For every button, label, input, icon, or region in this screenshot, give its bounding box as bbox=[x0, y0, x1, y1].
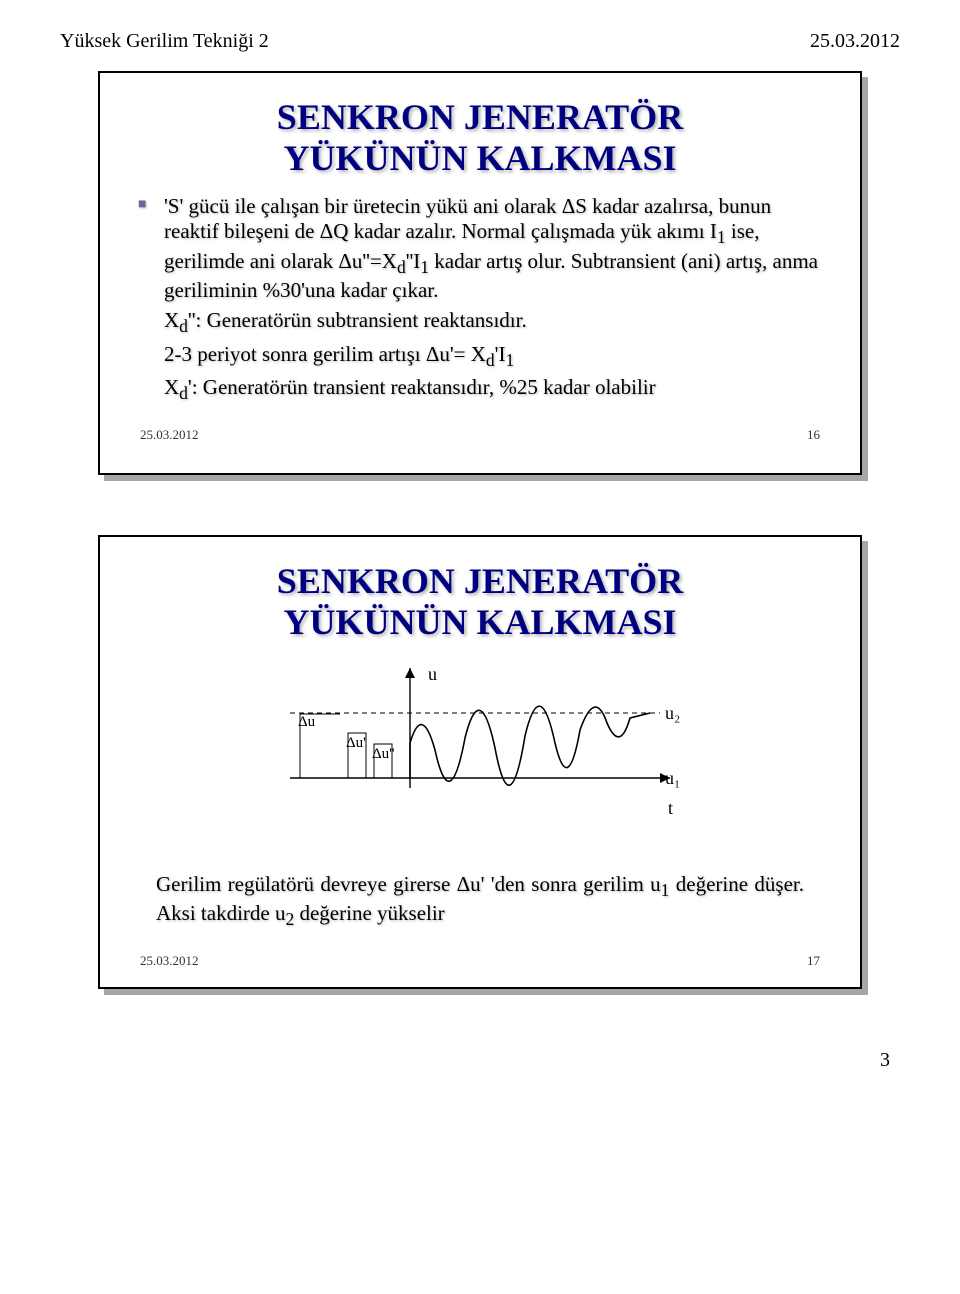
slide2-footer-page: 17 bbox=[807, 953, 820, 969]
page-header-left: Yüksek Gerilim Tekniği 2 bbox=[60, 30, 269, 53]
slide2-title-line1: SENKRON JENERATÖR bbox=[277, 561, 683, 601]
page-number: 3 bbox=[60, 1049, 900, 1072]
svg-text:u₁: u₁ bbox=[665, 768, 680, 788]
voltage-chart: u u₂ u₁ t Δu Δu' Δu'' bbox=[270, 658, 690, 858]
svg-text:Δu'': Δu'' bbox=[372, 746, 395, 762]
svg-text:Δu: Δu bbox=[298, 714, 316, 730]
slide1-xd2: Xd'': Generatörün subtransient reaktansı… bbox=[136, 308, 824, 338]
slide1-footer-page: 16 bbox=[807, 427, 820, 443]
slide1-bullet: 'S' gücü ile çalışan bir üretecin yükü a… bbox=[136, 194, 824, 304]
slide2-footer-date: 25.03.2012 bbox=[140, 953, 199, 969]
slide1-period: 2-3 periyot sonra gerilim artışı Δu'= Xd… bbox=[136, 342, 824, 372]
svg-text:u₂: u₂ bbox=[665, 703, 680, 723]
slide1-xd1: Xd': Generatörün transient reaktansıdır,… bbox=[136, 375, 824, 405]
slide1-title-line1: SENKRON JENERATÖR bbox=[277, 97, 683, 137]
slide-1: SENKRON JENERATÖR YÜKÜNÜN KALKMASI 'S' g… bbox=[98, 71, 862, 475]
slide2-title-line2: YÜKÜNÜN KALKMASI bbox=[283, 602, 676, 642]
page-header-right: 25.03.2012 bbox=[810, 30, 900, 53]
slide1-title: SENKRON JENERATÖR YÜKÜNÜN KALKMASI bbox=[136, 97, 824, 180]
svg-text:Δu': Δu' bbox=[346, 735, 366, 751]
slide1-footer-date: 25.03.2012 bbox=[140, 427, 199, 443]
slide-2: SENKRON JENERATÖR YÜKÜNÜN KALKMASI u u₂ u₁… bbox=[98, 535, 862, 989]
slide2-title: SENKRON JENERATÖR YÜKÜNÜN KALKMASI bbox=[136, 561, 824, 644]
svg-text:t: t bbox=[668, 798, 673, 818]
svg-text:u: u bbox=[428, 664, 437, 684]
slide1-title-line2: YÜKÜNÜN KALKMASI bbox=[283, 138, 676, 178]
slide2-bottom-text: Gerilim regülatörü devreye girerse Δu' '… bbox=[136, 872, 824, 931]
